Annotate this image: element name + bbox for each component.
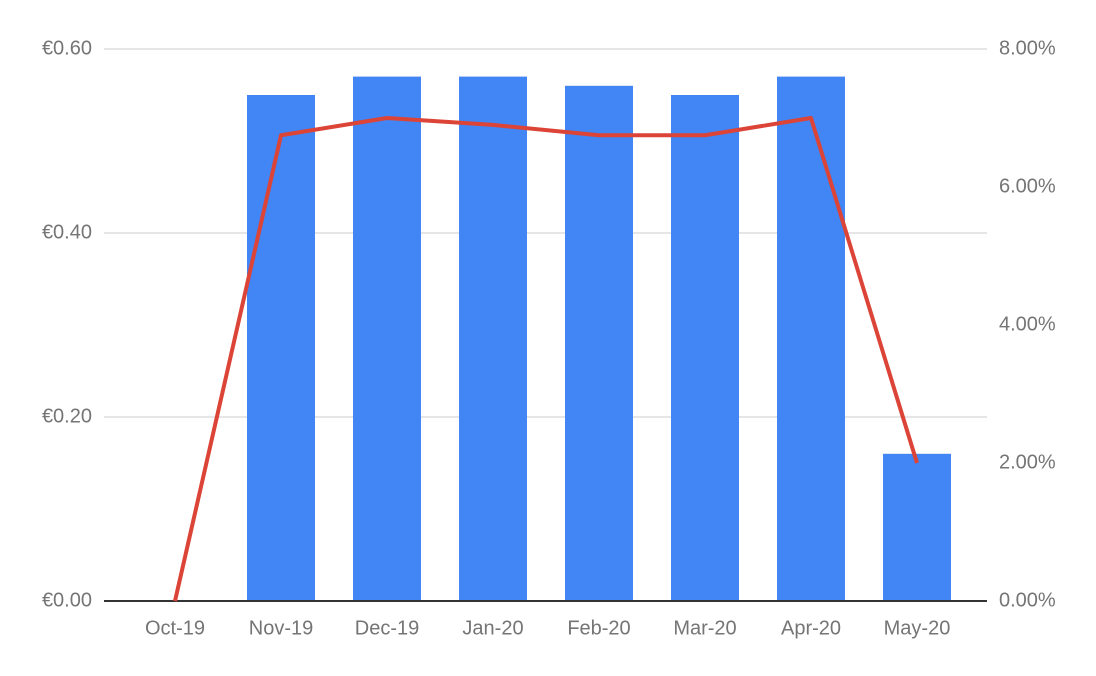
y-tick-label: €0.20: [42, 405, 92, 427]
x-tick-label: Mar-20: [673, 617, 736, 639]
bar: [883, 453, 951, 601]
bar: [777, 76, 845, 602]
y-tick-label: €0.60: [42, 37, 92, 59]
bar: [671, 95, 739, 601]
y2-tick-label: 2.00%: [999, 451, 1056, 473]
x-tick-label: Dec-19: [355, 617, 419, 639]
bar: [247, 95, 315, 601]
x-tick-label: Nov-19: [249, 617, 313, 639]
y2-tick-label: 6.00%: [999, 175, 1056, 197]
x-tick-label: Feb-20: [567, 617, 630, 639]
x-tick-label: Oct-19: [145, 617, 205, 639]
bar: [565, 85, 633, 602]
y-tick-label: €0.00: [42, 589, 92, 611]
x-tick-label: Apr-20: [781, 617, 841, 639]
x-tick-label: Jan-20: [462, 617, 523, 639]
y2-tick-label: 4.00%: [999, 313, 1056, 335]
line: [173, 116, 919, 602]
bar: [459, 76, 527, 602]
y-tick-label: €0.40: [42, 221, 92, 243]
x-tick-label: May-20: [884, 617, 951, 639]
bar: [353, 76, 421, 602]
y2-tick-label: 8.00%: [999, 37, 1056, 59]
y2-tick-label: 0.00%: [999, 589, 1056, 611]
